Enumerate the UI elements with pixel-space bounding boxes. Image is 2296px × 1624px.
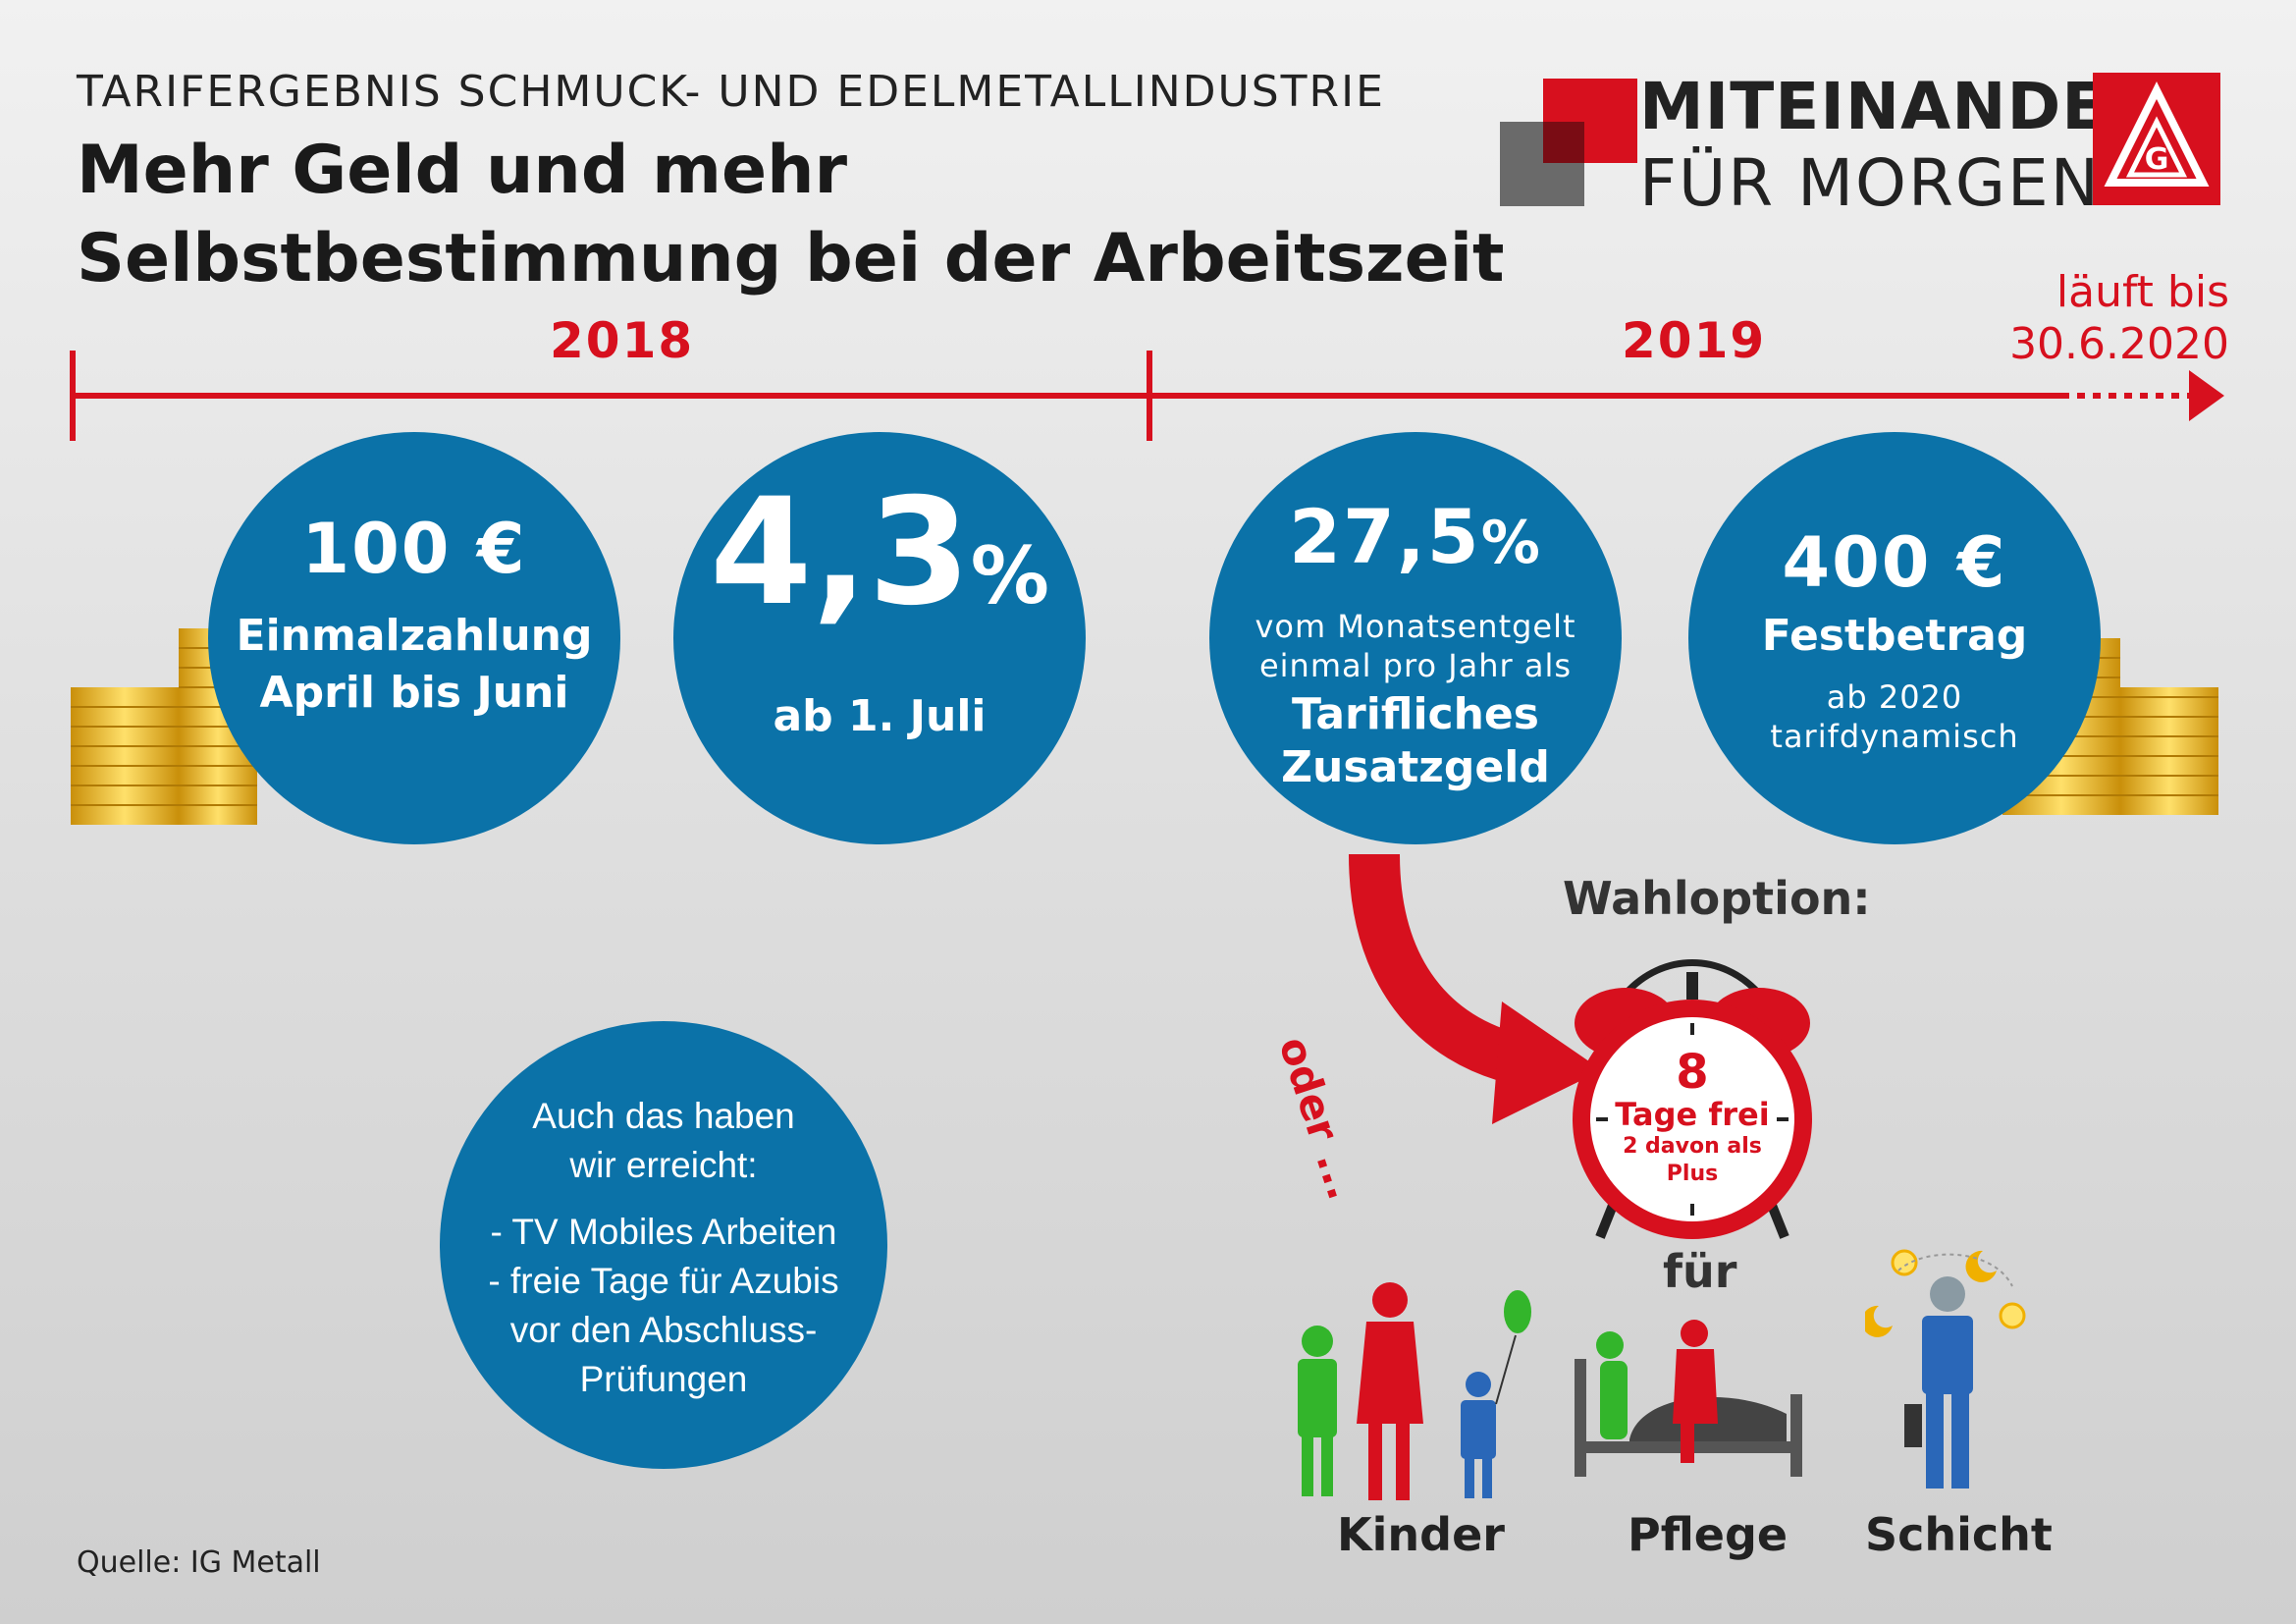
additional-pay-title-2: Zusatzgeld bbox=[1281, 742, 1550, 792]
year-2018: 2018 bbox=[550, 312, 695, 369]
additional-pay-percent-sign: % bbox=[1480, 509, 1542, 577]
supertitle: TARIFERGEBNIS SCHMUCK- UND EDELMETALLIND… bbox=[77, 67, 1385, 117]
svg-text:G: G bbox=[2145, 142, 2169, 177]
clock-plus-line-2: Plus bbox=[1666, 1161, 1719, 1186]
family-icon bbox=[1298, 1282, 1531, 1500]
circle-fixed-amount: 400 € Festbetrag ab 2020 tarifdynamisch bbox=[1688, 432, 2101, 844]
end-date-line-1: läuft bis bbox=[2056, 267, 2229, 317]
circle-percent-increase: 4,3% ab 1. Juli bbox=[673, 432, 1086, 844]
additional-pay-value: 27,5% bbox=[1209, 493, 1622, 580]
curved-arrow-icon bbox=[1349, 853, 1602, 1124]
end-date-label: läuft bis 30.6.2020 bbox=[2009, 267, 2229, 371]
achievements-heading-2: wir erreicht: bbox=[569, 1144, 758, 1185]
title-line-1: Mehr Geld und mehr bbox=[77, 132, 848, 209]
year-2019: 2019 bbox=[1622, 312, 1767, 369]
for-label: für bbox=[1663, 1245, 1737, 1298]
timeline bbox=[70, 351, 2224, 441]
additional-pay-desc-1: vom Monatsentgelt bbox=[1255, 608, 1576, 645]
source-note: Quelle: IG Metall bbox=[77, 1545, 321, 1580]
percent-increase-value: 4,3% bbox=[673, 479, 1086, 626]
additional-pay-desc-2: einmal pro Jahr als bbox=[1258, 647, 1573, 684]
igm-logo-icon: G bbox=[2093, 73, 2220, 205]
logo-text-line-1: MITEINANDER bbox=[1639, 69, 2159, 144]
circle-one-time-payment: 100 € Einmalzahlung April bis Juni bbox=[208, 432, 620, 844]
logo-text-line-2: FÜR MORGEN bbox=[1639, 145, 2102, 221]
fixed-amount-desc-1: ab 2020 bbox=[1826, 678, 1963, 716]
achievement-item-4: Prüfungen bbox=[579, 1358, 748, 1399]
alarm-clock-icon bbox=[1573, 959, 1812, 1239]
option-title: Wahloption: bbox=[1563, 872, 1871, 925]
clock-text: 8 Tage frei 2 davon als Plus bbox=[1565, 1049, 1820, 1187]
percent-increase-date: ab 1. Juli bbox=[773, 691, 987, 741]
category-children: Kinder bbox=[1337, 1508, 1505, 1561]
care-icon bbox=[1575, 1320, 1802, 1477]
one-time-payment-period: April bis Juni bbox=[259, 668, 569, 718]
circle-additional-pay: 27,5% vom Monatsentgelt einmal pro Jahr … bbox=[1209, 432, 1622, 844]
fixed-amount-value: 400 € bbox=[1782, 522, 2007, 603]
other-achievements-text: Auch das haben wir erreicht: - TV Mobile… bbox=[440, 1092, 887, 1404]
achievement-item-1: - TV Mobiles Arbeiten bbox=[490, 1211, 837, 1252]
additional-pay-number: 27,5 bbox=[1289, 493, 1481, 580]
circle-other-achievements: Auch das haben wir erreicht: - TV Mobile… bbox=[440, 1021, 887, 1469]
end-date-line-2: 30.6.2020 bbox=[2009, 318, 2229, 369]
clock-plus-line-1: 2 davon als bbox=[1623, 1134, 1762, 1160]
shift-worker-icon bbox=[1865, 1249, 2026, 1489]
percent-increase-number: 4,3 bbox=[710, 467, 971, 638]
category-shift: Schicht bbox=[1865, 1508, 2053, 1561]
achievement-item-3: vor den Abschluss- bbox=[509, 1309, 818, 1350]
category-care: Pflege bbox=[1628, 1508, 1789, 1561]
title-line-2: Selbstbestimmung bei der Arbeitszeit bbox=[77, 220, 1505, 298]
achievement-item-2: - freie Tage für Azubis bbox=[488, 1260, 839, 1301]
clock-number: 8 bbox=[1676, 1045, 1709, 1100]
clock-days-free: Tage frei bbox=[1615, 1096, 1770, 1133]
one-time-payment-value: 100 € bbox=[301, 509, 527, 589]
additional-pay-title-1: Tarifliches bbox=[1292, 689, 1539, 739]
achievements-heading-1: Auch das haben bbox=[532, 1096, 795, 1136]
one-time-payment-label: Einmalzahlung bbox=[236, 611, 593, 661]
fixed-amount-desc-2: tarifdynamisch bbox=[1770, 718, 2019, 755]
percent-sign: % bbox=[970, 530, 1049, 622]
fixed-amount-label: Festbetrag bbox=[1761, 611, 2028, 661]
logo-squares bbox=[1500, 79, 1637, 206]
